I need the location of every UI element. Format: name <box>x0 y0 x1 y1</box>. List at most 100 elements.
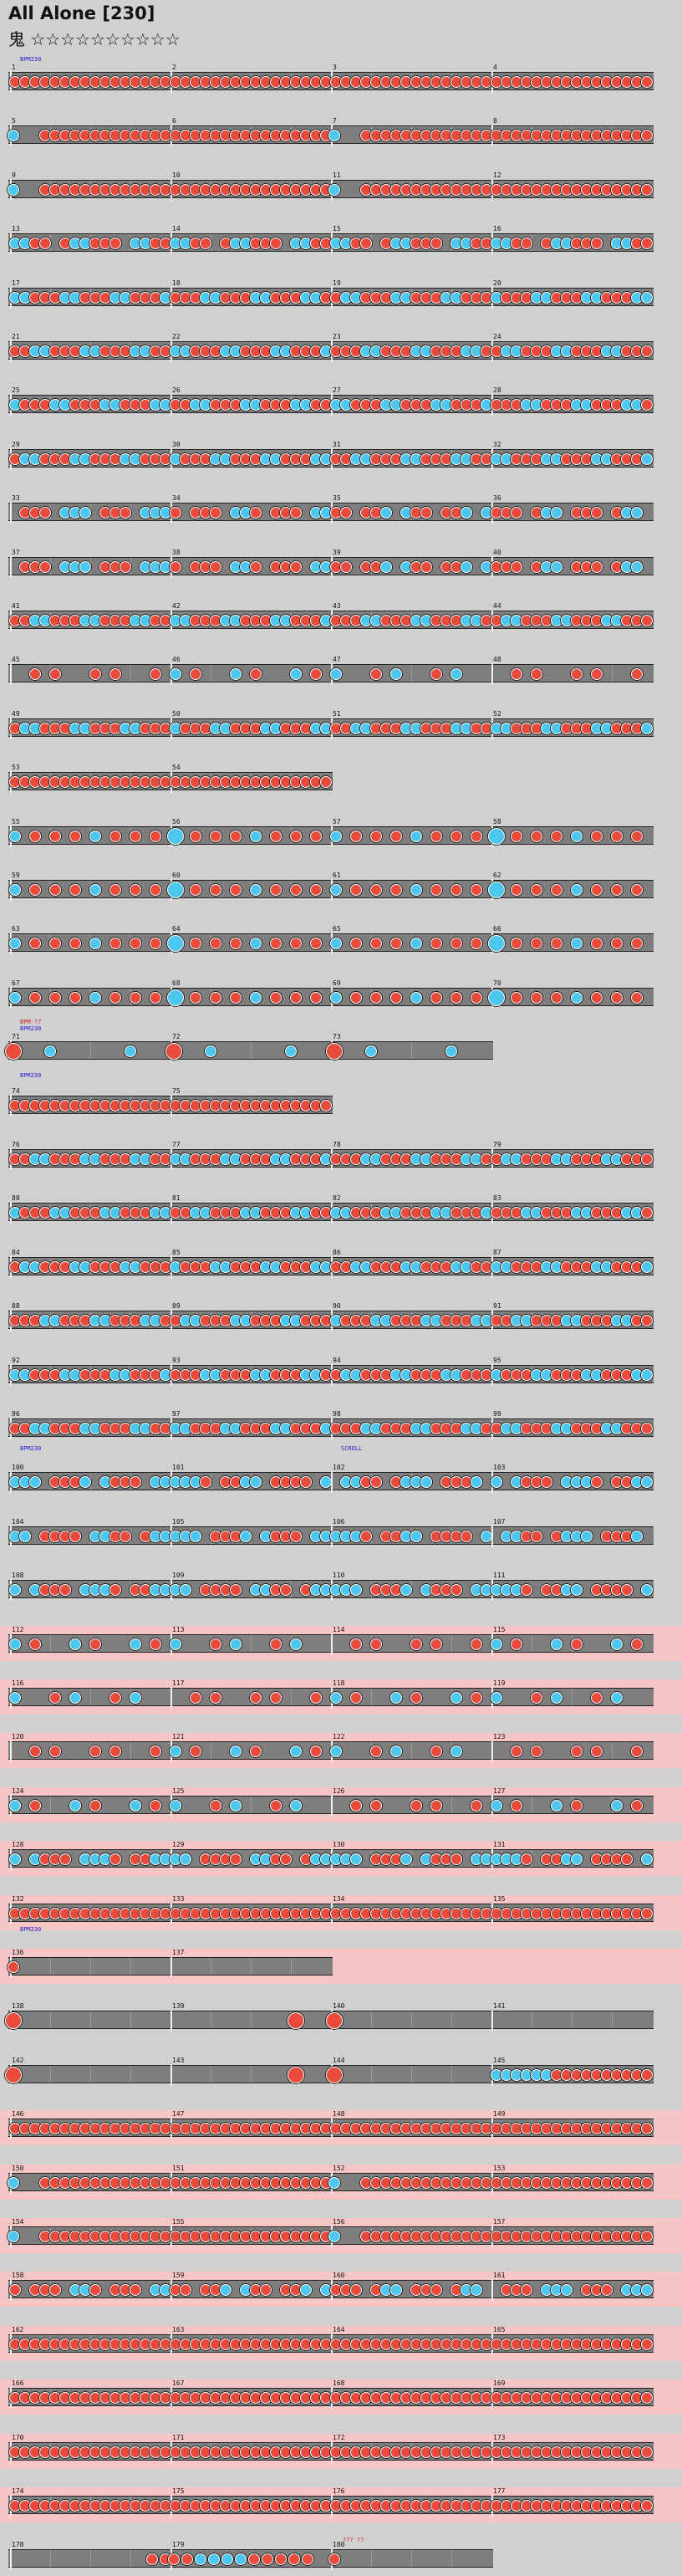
don-note <box>611 884 623 896</box>
ka-note <box>250 991 262 1004</box>
measure-number: 149 <box>493 2110 506 2119</box>
don-note <box>5 2066 22 2083</box>
ka-note <box>491 1638 502 1650</box>
ka-note <box>571 830 583 842</box>
ka-note <box>641 1853 653 1866</box>
measure-number: 57 <box>333 817 341 825</box>
ka-note <box>450 668 462 681</box>
note-lane: 100 101 102 103 <box>8 1464 654 1494</box>
don-note <box>430 2284 442 2297</box>
ka-note <box>571 1853 583 1866</box>
measure-number: 147 <box>172 2110 185 2119</box>
ka-note <box>641 1584 653 1597</box>
beat-line <box>130 2550 131 2568</box>
measure-number: 169 <box>493 2379 506 2388</box>
don-note <box>521 238 532 250</box>
ka-note <box>89 884 101 896</box>
don-note <box>471 1638 482 1650</box>
beat-line <box>251 1958 252 1975</box>
beat-line <box>50 2011 51 2029</box>
measure-number: 115 <box>493 1625 506 1633</box>
measure-number: 145 <box>493 2056 506 2064</box>
measure-number: 25 <box>12 386 20 395</box>
ka-note <box>9 884 21 896</box>
don-note <box>631 1638 643 1650</box>
beat-line <box>411 1042 412 1060</box>
note-lane: 74 75 <box>8 1087 333 1117</box>
ka-note <box>641 1368 653 1381</box>
note-lane: 128 129 130 131 <box>8 1841 654 1871</box>
don-note <box>641 130 653 142</box>
measure-number: 134 <box>333 1894 345 1903</box>
measure-number: 11 <box>333 171 341 179</box>
ka-note <box>350 1853 362 1866</box>
measure-number: 95 <box>493 1356 501 1364</box>
ka-note <box>208 2553 220 2566</box>
measure-number: 45 <box>12 656 20 664</box>
don-note <box>390 884 402 896</box>
note-lane: 59 60 61 62 <box>8 871 654 901</box>
don-note <box>280 1853 292 1866</box>
don-note <box>49 1745 61 1758</box>
measure-number: 85 <box>172 1248 181 1256</box>
measure-number: 8 <box>493 117 497 125</box>
beat-line <box>612 1742 613 1760</box>
don-note <box>190 991 201 1004</box>
ka-note <box>125 1045 136 1058</box>
ka-note <box>9 1584 21 1597</box>
chart-row: 21 22 23 24 <box>0 333 682 368</box>
don-note <box>390 991 402 1004</box>
don-note <box>531 1692 542 1704</box>
measure-number: 113 <box>172 1625 185 1633</box>
chart-row: 146 147 148 149 <box>0 2110 682 2146</box>
don-note <box>571 668 583 681</box>
don-note <box>591 1692 603 1704</box>
note-lane: 13 14 15 16 <box>8 225 654 255</box>
chart-row: 166 167 168 169 <box>0 2379 682 2415</box>
don-note <box>450 884 462 896</box>
don-note <box>120 507 131 519</box>
measure-number: 157 <box>493 2218 506 2226</box>
ka-note <box>230 1638 242 1650</box>
don-note <box>230 1853 242 1866</box>
ka-note <box>400 1584 412 1597</box>
measure-number: 148 <box>333 2110 345 2119</box>
beat-line <box>451 1634 452 1652</box>
measure-number: 36 <box>493 494 501 503</box>
don-note <box>290 938 302 950</box>
chart-row: 136 137 <box>0 1949 682 1984</box>
measure-number: 44 <box>493 602 501 610</box>
ka-note <box>89 991 101 1004</box>
chart-row: 170 171 172 173 <box>0 2433 682 2469</box>
don-note <box>29 884 41 896</box>
beat-line <box>251 2065 252 2083</box>
measure-number: 140 <box>333 2002 345 2011</box>
don-note <box>109 1692 121 1704</box>
chart-row: 67 68 69 70 <box>0 979 682 1015</box>
measure-number: 69 <box>333 979 341 987</box>
don-note <box>511 884 522 896</box>
chart-row: 96 97 98 99 <box>0 1410 682 1445</box>
note-lane: 55 56 57 58 <box>8 818 654 847</box>
bpm-marker: BPM230 <box>20 1072 42 1079</box>
beat-line <box>90 1958 91 1975</box>
don-note <box>89 1745 101 1758</box>
ka-note <box>8 130 19 142</box>
measure-number: 81 <box>172 1194 181 1203</box>
ka-note <box>167 989 184 1006</box>
measure-number: 120 <box>12 1733 24 1741</box>
don-note <box>49 2284 61 2297</box>
note-lane: 29 30 31 32 <box>8 441 654 470</box>
don-note <box>302 2553 313 2566</box>
beat-line <box>130 665 131 682</box>
note-lane: 136 137 <box>8 1949 333 1978</box>
don-note <box>130 2284 141 2297</box>
note-lane: 162 163 164 165 <box>8 2326 654 2355</box>
note-lane: 41 42 43 44 <box>8 602 654 631</box>
don-note <box>150 938 161 950</box>
ka-note <box>461 507 472 519</box>
ka-note <box>170 1638 181 1650</box>
don-note <box>641 2392 653 2405</box>
beat-line <box>451 2011 452 2029</box>
don-note <box>410 1799 422 1812</box>
